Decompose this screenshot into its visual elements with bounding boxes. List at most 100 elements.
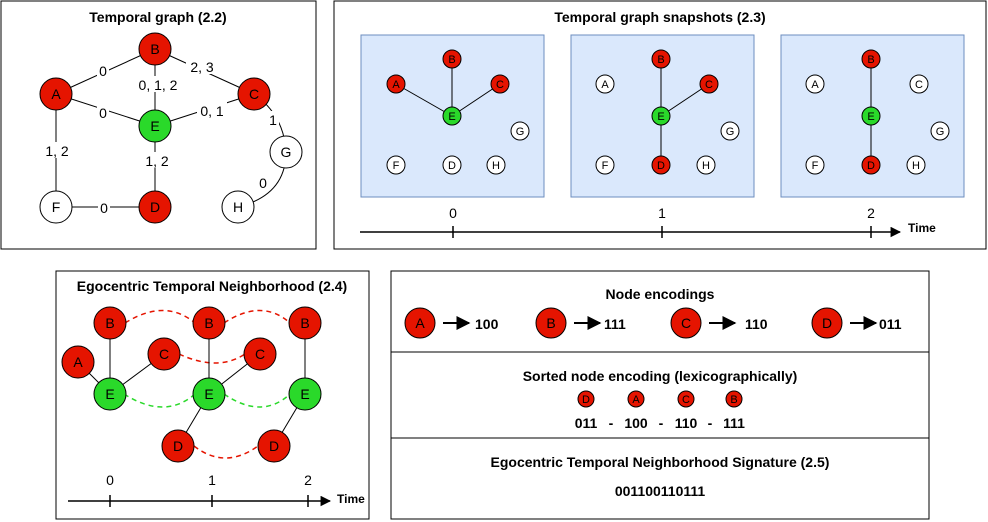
- sorted-separator-3: -: [708, 415, 713, 431]
- encoding-a-node: [404, 307, 436, 339]
- edge-label-e-d: 1, 2: [145, 153, 169, 169]
- egocentric-nodes: B B B A C C E E E D D: [61, 306, 322, 463]
- sorted-encoding-title: Sorted node encoding (lexicographically): [523, 368, 798, 384]
- node-b-label: B: [150, 41, 159, 57]
- snapshot-0-node-a-label: A: [392, 79, 400, 91]
- ego-node-a-t0-label: A: [73, 354, 83, 370]
- edge-label-b-e: 0, 1, 2: [139, 77, 178, 93]
- sorted-node-2: A: [627, 390, 645, 408]
- signature-title: Egocentric Temporal Neighborhood Signatu…: [491, 454, 830, 470]
- ego-node-b-t0: B: [93, 306, 127, 340]
- snapshot-1-node-c-label: C: [705, 79, 713, 91]
- snapshot-0-node-c: C: [490, 74, 510, 94]
- snapshot-2-node-h: H: [906, 155, 926, 175]
- edge-label-a-f: 1, 2: [45, 143, 69, 159]
- edge-label-c-g: 1: [269, 112, 277, 128]
- ego-node-d-t1: D: [161, 429, 195, 463]
- snapshot-0-node-d: D: [442, 155, 462, 175]
- sorted-node-4: B: [725, 390, 743, 408]
- snapshot-0-edge-a-e: [395, 83, 453, 117]
- snapshot-0-node-e: E: [442, 106, 462, 126]
- temporal-graph-edge-labels: 0 0 0, 1, 2 2, 3 0, 1 1 1, 2 1, 2 0 0: [42, 58, 279, 216]
- snapshots-axis-label: Time: [908, 221, 936, 235]
- ego-node-e-t1: E: [192, 377, 226, 411]
- ego-node-c-t0-label: C: [159, 346, 169, 362]
- ego-node-c-t1-label: C: [255, 346, 265, 362]
- panel-egocentric-title: Egocentric Temporal Neighborhood (2.4): [77, 278, 347, 294]
- snapshot-2-node-e-label: E: [867, 111, 874, 123]
- signature-section: Egocentric Temporal Neighborhood Signatu…: [491, 454, 830, 499]
- snapshot-0-node-b-label: B: [448, 54, 455, 66]
- ego-node-b-t1-label: B: [204, 315, 213, 331]
- dashed-b-1-2: [223, 309, 291, 324]
- edge-label-g-h: 0: [259, 175, 267, 191]
- encoding-c: C 110: [670, 307, 768, 339]
- node-h-label: H: [233, 199, 243, 215]
- ego-node-e-t0: E: [93, 377, 127, 411]
- sorted-node-2-label: A: [632, 394, 640, 406]
- edge-label-f-d: 0: [100, 200, 108, 216]
- snapshot-0-edge-c-e: [451, 83, 501, 117]
- panel-snapshots-title: Temporal graph snapshots (2.3): [554, 9, 765, 25]
- ego-node-b-t2-label: B: [300, 315, 309, 331]
- snapshot-1-edge-c-e: [660, 83, 710, 117]
- snapshot-1-node-h: H: [696, 155, 716, 175]
- sorted-code-3: 110: [675, 415, 698, 431]
- snapshot-0-node-h-label: H: [492, 160, 500, 172]
- snapshot-2-node-h-label: H: [912, 160, 920, 172]
- snapshot-2-node-c: C: [909, 74, 929, 94]
- node-a-label: A: [51, 86, 61, 102]
- sorted-node-3: C: [677, 390, 695, 408]
- signature-value: 001100110111: [615, 483, 706, 499]
- encoding-d-node: [811, 307, 843, 339]
- ego-node-b-t2: B: [288, 306, 322, 340]
- snapshot-1: A B C E G F D H: [570, 34, 755, 198]
- snapshot-1-node-d: D: [651, 155, 671, 175]
- node-b: B: [138, 32, 172, 66]
- node-g: G: [269, 135, 303, 169]
- encoding-d: D 011: [811, 307, 902, 339]
- snapshots-time-axis: 0 1 2 Time: [360, 205, 936, 238]
- node-c: C: [237, 77, 271, 111]
- panel-snapshots: Temporal graph snapshots (2.3) A B C E G…: [333, 0, 987, 250]
- sorted-encoding-section: Sorted node encoding (lexicographically)…: [523, 368, 798, 431]
- sorted-node-3-label: C: [682, 394, 690, 406]
- encoding-a-code: 100: [475, 316, 499, 332]
- snapshot-0-node-c-label: C: [496, 79, 504, 91]
- sorted-separator-1: -: [609, 415, 614, 431]
- node-encodings-title: Node encodings: [606, 286, 715, 302]
- sorted-separator-2: -: [659, 415, 664, 431]
- sorted-code-4: 111: [723, 415, 745, 431]
- ego-tick-label-0: 0: [106, 472, 114, 488]
- node-f-label: F: [52, 199, 61, 215]
- panel-temporal-graph-title: Temporal graph (2.2): [89, 9, 226, 25]
- snapshot-1-node-g-label: G: [726, 126, 735, 138]
- node-e: E: [138, 109, 172, 143]
- snapshot-2-node-a-label: A: [811, 79, 819, 91]
- snapshot-1-node-e-label: E: [657, 111, 664, 123]
- snapshot-2-node-f-label: F: [812, 160, 819, 172]
- encoding-c-node-label: C: [681, 315, 691, 331]
- ego-node-e-t1-label: E: [204, 386, 213, 402]
- snapshot-2-node-b: B: [861, 49, 881, 69]
- node-f: F: [39, 190, 73, 224]
- snapshot-0-node-b: B: [442, 49, 462, 69]
- snapshot-2-node-b-label: B: [867, 54, 874, 66]
- ego-node-b-t0-label: B: [105, 315, 114, 331]
- snapshot-1-node-b-label: B: [657, 54, 664, 66]
- snapshot-1-node-c: C: [699, 74, 719, 94]
- edge-label-a-b: 0: [99, 63, 107, 79]
- ego-tick-label-1: 1: [208, 472, 216, 488]
- snapshot-0-node-e-label: E: [448, 111, 455, 123]
- node-g-label: G: [281, 144, 292, 160]
- edge-label-a-e: 0: [99, 105, 107, 121]
- encoding-b-node-label: B: [546, 315, 555, 331]
- ego-node-c-t1: C: [243, 337, 277, 371]
- sorted-node-1: D: [577, 390, 595, 408]
- snapshot-2-node-c-label: C: [915, 79, 923, 91]
- encoding-a: A 100: [404, 307, 499, 339]
- snapshot-0: A B C E G F D H: [360, 34, 545, 198]
- snapshot-1-node-b: B: [651, 49, 671, 69]
- node-a: A: [39, 77, 73, 111]
